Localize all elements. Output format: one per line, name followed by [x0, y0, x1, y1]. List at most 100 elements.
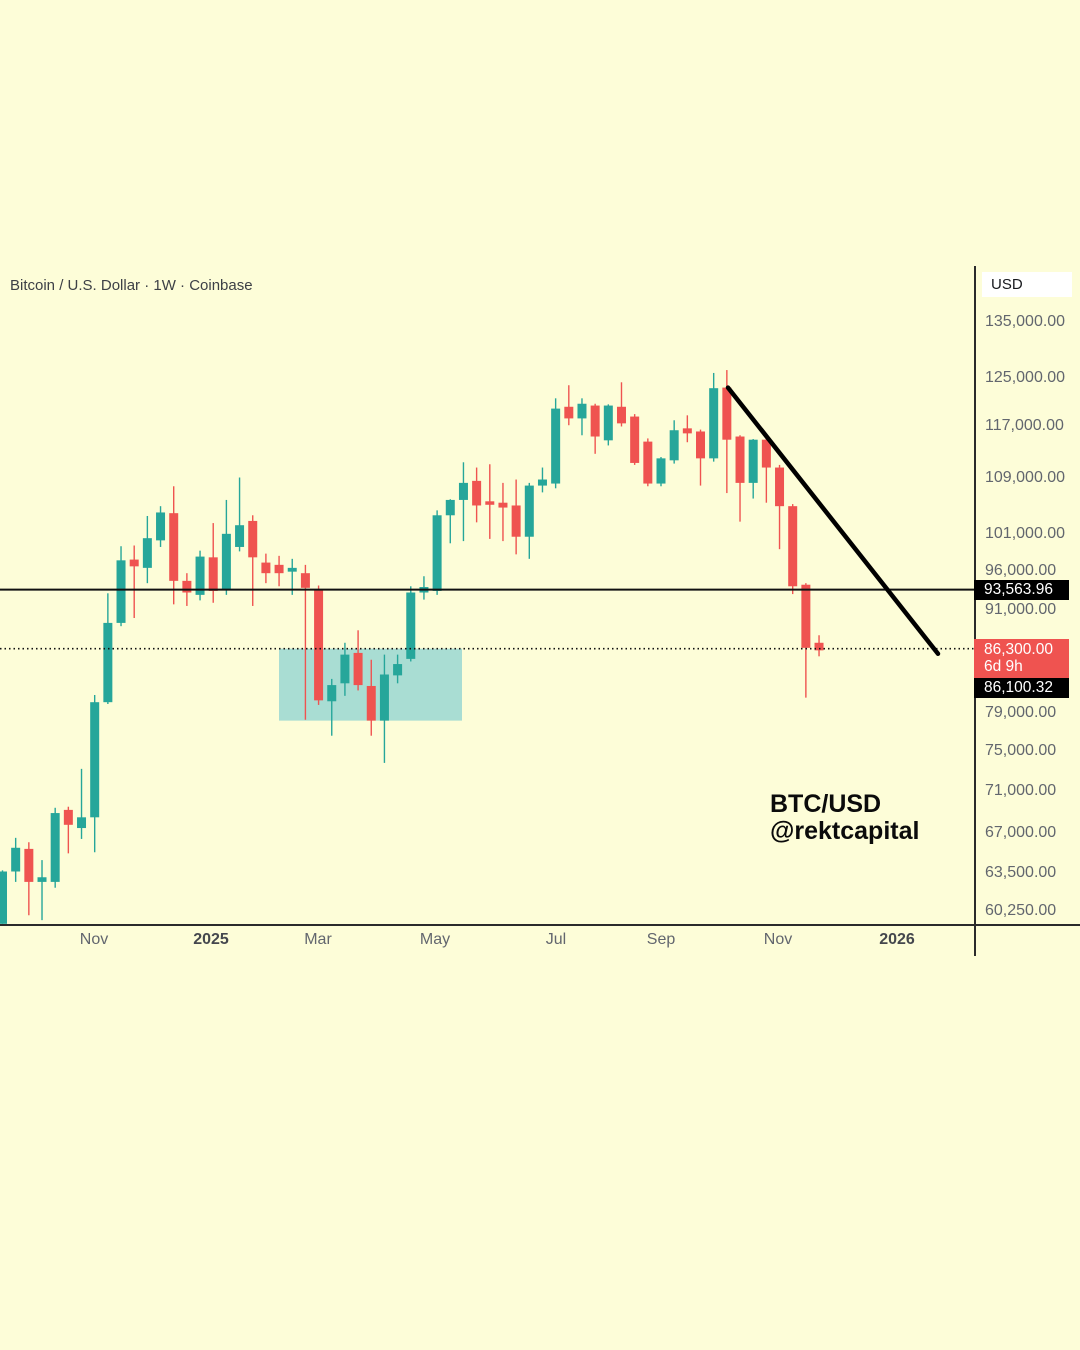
alert-countdown: 6d 9h: [984, 657, 1023, 675]
candle-body: [340, 654, 350, 684]
downtrend-line[interactable]: [725, 385, 941, 657]
candle-body: [696, 431, 706, 459]
candle: [814, 635, 824, 657]
watermark-symbol: BTC/USD: [770, 790, 882, 818]
candle-body: [77, 817, 87, 829]
candle: [735, 435, 745, 522]
candle: [445, 499, 455, 544]
candle: [0, 870, 7, 924]
candle-body: [353, 652, 363, 686]
candle: [314, 585, 324, 705]
candle-body: [472, 480, 482, 506]
candle-body: [537, 479, 547, 486]
candle: [50, 807, 60, 888]
currency-badge[interactable]: USD: [982, 272, 1072, 297]
price-tick-label: 75,000.00: [985, 742, 1057, 760]
candle-body: [590, 405, 600, 437]
candle: [406, 586, 416, 662]
candle: [511, 479, 521, 555]
candle: [379, 654, 389, 763]
candle-body: [327, 685, 337, 702]
watermark: BTC/USD @rektcapital: [770, 791, 919, 845]
candle-body: [366, 685, 376, 721]
price-tick-label: 60,250.00: [985, 902, 1057, 919]
price-tick-label: 71,000.00: [985, 782, 1057, 800]
time-tick-label: Mar: [304, 931, 332, 948]
candle: [156, 506, 166, 547]
candle-body: [314, 589, 324, 701]
candle: [537, 467, 547, 493]
alert-price: 86,300.00: [984, 640, 1053, 658]
candle-body: [221, 533, 231, 591]
time-tick-label: 2025: [193, 931, 229, 948]
candle: [616, 382, 626, 427]
candle-body: [182, 580, 192, 593]
candle: [340, 642, 350, 696]
candle-body: [0, 871, 7, 924]
candle: [564, 385, 574, 426]
candle-body: [656, 458, 666, 484]
candle: [274, 555, 284, 587]
candle: [801, 583, 811, 698]
candle-body: [682, 428, 692, 434]
candle-body: [630, 416, 640, 463]
time-axis-line: [0, 924, 1080, 926]
candle-body: [37, 877, 47, 882]
candle-body: [643, 441, 653, 484]
time-axis[interactable]: Nov 2025 Mar May Jul Sep Nov 2026: [0, 931, 1080, 953]
candle: [485, 464, 495, 539]
candle: [221, 499, 231, 595]
price-tick-label: 135,000.00: [985, 313, 1066, 330]
candle: [775, 464, 785, 550]
candle: [24, 842, 34, 916]
candle-body: [814, 642, 824, 651]
time-tick-label: 2026: [879, 931, 915, 948]
candle: [366, 659, 376, 736]
candle: [169, 486, 179, 605]
candle-body: [722, 387, 732, 440]
candle-body: [116, 560, 126, 623]
candle: [761, 437, 771, 503]
candle: [577, 398, 587, 436]
candle: [129, 545, 139, 619]
candle-body: [11, 847, 21, 872]
candle: [77, 768, 87, 839]
watermark-handle: @rektcapital: [770, 817, 920, 845]
candle-body: [248, 520, 258, 558]
candle-body: [788, 506, 798, 587]
candle-body: [142, 538, 152, 568]
symbol-title[interactable]: Bitcoin / U.S. Dollar · 1W · Coinbase: [10, 277, 253, 294]
candle: [669, 420, 679, 464]
time-tick-label: May: [419, 931, 451, 948]
candle: [551, 398, 561, 489]
candle: [696, 429, 706, 486]
candle-body: [498, 502, 508, 508]
candle-body: [524, 485, 534, 537]
candle-body: [90, 702, 100, 818]
candle: [590, 403, 600, 454]
candle-body: [735, 436, 745, 483]
candle-body: [458, 482, 468, 500]
candle: [656, 457, 666, 487]
candle-body: [195, 556, 205, 595]
candle: [603, 404, 613, 446]
candle-body: [485, 501, 495, 505]
candle: [116, 546, 126, 627]
candle: [235, 477, 245, 552]
candle-body: [748, 439, 758, 483]
alert-countdown-badge[interactable]: 86,300.00 6d 9h: [974, 638, 1069, 678]
candle: [788, 504, 798, 595]
candle-body: [564, 406, 574, 419]
candle: [458, 462, 468, 542]
candle-body: [169, 513, 179, 581]
price-level-badge[interactable]: 93,563.96: [974, 579, 1069, 600]
candle-body: [801, 584, 811, 648]
candle-body: [761, 439, 771, 468]
time-tick-label: Jul: [545, 931, 567, 948]
candle-body: [669, 430, 679, 461]
last-price-badge[interactable]: 86,100.32: [974, 677, 1069, 698]
candle-body: [208, 557, 218, 591]
candle-body: [406, 592, 416, 659]
time-tick-label: Sep: [646, 931, 676, 948]
